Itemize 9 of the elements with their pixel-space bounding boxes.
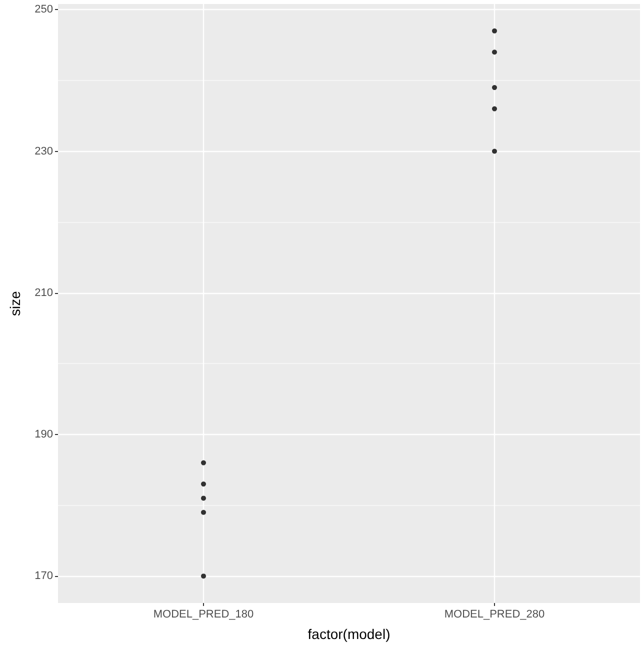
y-tick-label: 250 — [34, 4, 53, 16]
y-axis-title: size — [7, 290, 23, 316]
y-tick-label: 210 — [34, 286, 53, 299]
y-tick-label: 170 — [34, 570, 53, 582]
x-tick-label: MODEL_PRED_280 — [444, 608, 545, 620]
x-axis-title: factor(model) — [308, 626, 390, 642]
y-tick-label: 230 — [34, 145, 53, 158]
x-tick-label: MODEL_PRED_180 — [153, 608, 254, 620]
y-tick-label: 190 — [34, 428, 53, 440]
